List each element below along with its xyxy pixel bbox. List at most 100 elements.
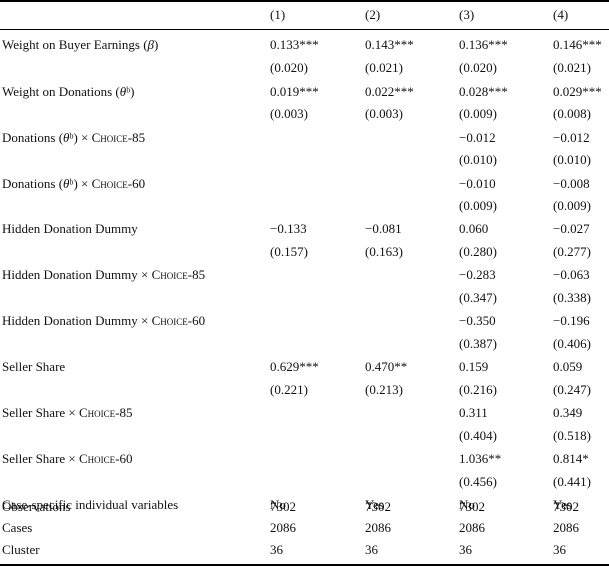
cell-col-4: −0.063	[553, 267, 590, 282]
cell-col-3: (0.020)	[459, 60, 497, 75]
cell-col-4: (0.247)	[553, 382, 591, 397]
cell-col-2: (0.021)	[365, 60, 403, 75]
cell-col-1: 0.133***	[270, 37, 319, 52]
cell-col-4: −0.027	[553, 221, 590, 236]
cell-col-3: 0.136***	[459, 37, 508, 52]
table-row: (0.221) (0.213) (0.216) (0.247)	[0, 382, 609, 404]
row-label: Observations	[2, 499, 71, 514]
row-label: Cluster	[2, 542, 40, 557]
cell-col-3: 7302	[459, 499, 485, 514]
cell-col-3: −0.010	[459, 176, 496, 191]
row-label: Hidden Donation Dummy × Choice-85	[2, 267, 206, 282]
row-label: Seller Share × Choice-60	[2, 451, 133, 466]
cell-col-4: (0.518)	[553, 428, 591, 443]
column-header-3: (3)	[459, 7, 475, 22]
bottom-rule	[0, 564, 609, 566]
cell-col-2: 0.470**	[365, 359, 408, 374]
table-row: Observations 7302 7302 7302 7302	[0, 499, 609, 521]
cell-col-3: 0.159	[459, 359, 489, 374]
cell-col-4: (0.338)	[553, 290, 591, 305]
cell-col-4: Yes	[553, 497, 572, 512]
cell-col-3: (0.387)	[459, 336, 497, 351]
cell-col-4: −0.008	[553, 176, 590, 191]
table-row: Seller Share × Choice-60 1.036** 0.814*	[0, 451, 609, 473]
cell-col-3: (0.347)	[459, 290, 497, 305]
cell-col-4: −0.196	[553, 313, 590, 328]
cell-col-1: 36	[270, 542, 283, 557]
cell-col-4: (0.441)	[553, 474, 591, 489]
table-row: Seller Share × Choice-85 0.311 0.349	[0, 405, 609, 427]
table-row: (0.003) (0.003) (0.009) (0.008)	[0, 106, 609, 128]
cell-col-4: (0.277)	[553, 244, 591, 259]
row-label: Seller Share × Choice-85	[2, 405, 133, 420]
cell-col-2: 0.022***	[365, 84, 414, 99]
cell-col-2: (0.003)	[365, 106, 403, 121]
cell-col-4: 0.029***	[553, 84, 602, 99]
cell-col-4: 2086	[553, 520, 579, 535]
cell-col-3: (0.280)	[459, 244, 497, 259]
header-rule	[0, 29, 609, 30]
column-header-2: (2)	[365, 7, 381, 22]
table-row: Cluster 36 36 36 36	[0, 542, 609, 564]
cell-col-2: (0.213)	[365, 382, 403, 397]
table-row: (0.020) (0.021) (0.020) (0.021)	[0, 60, 609, 82]
cell-col-3: (0.404)	[459, 428, 497, 443]
table-row: (0.010) (0.010)	[0, 152, 609, 174]
row-label: Donations (θᵇ) × Choice-60	[2, 176, 146, 191]
cell-col-3: −0.283	[459, 267, 496, 282]
table-row: (0.404) (0.518)	[0, 428, 609, 450]
cell-col-2: 36	[365, 542, 378, 557]
column-header-4: (4)	[553, 7, 569, 22]
cell-col-3: (0.009)	[459, 198, 497, 213]
table-row: Weight on Donations (θᵇ) 0.019*** 0.022***…	[0, 84, 609, 106]
cell-col-3: 36	[459, 542, 472, 557]
cell-col-3: (0.456)	[459, 474, 497, 489]
cell-col-3: No	[459, 497, 475, 512]
cell-col-3: 0.060	[459, 221, 489, 236]
table-row: Donations (θᵇ) × Choice-60 −0.010 −0.008	[0, 176, 609, 198]
row-label: Case-specific individual variables	[2, 497, 179, 512]
cell-col-1: (0.157)	[270, 244, 308, 259]
cell-col-4: (0.010)	[553, 152, 591, 167]
cell-col-3: 1.036**	[459, 451, 502, 466]
cell-col-1: No	[270, 497, 286, 512]
table-row: Hidden Donation Dummy × Choice-85 −0.283 −…	[0, 267, 609, 289]
cell-col-2: 2086	[365, 520, 391, 535]
table-row: (0.157) (0.163) (0.280) (0.277)	[0, 244, 609, 266]
cell-col-2: −0.081	[365, 221, 402, 236]
row-label: Donations (θᵇ) × Choice-85	[2, 130, 146, 145]
row-label: Hidden Donation Dummy	[2, 221, 138, 236]
cell-col-4: (0.406)	[553, 336, 591, 351]
cell-col-3: −0.350	[459, 313, 496, 328]
cell-col-4: (0.008)	[553, 106, 591, 121]
table-row: Cases 2086 2086 2086 2086	[0, 520, 609, 542]
cell-col-1: 0.019***	[270, 84, 319, 99]
table-row: (0.009) (0.009)	[0, 198, 609, 220]
cell-col-3: 0.311	[459, 405, 488, 420]
cell-col-1: (0.020)	[270, 60, 308, 75]
cell-col-1: −0.133	[270, 221, 307, 236]
cell-col-4: 0.146***	[553, 37, 602, 52]
cell-col-4: 7302	[553, 499, 579, 514]
row-label: Seller Share	[2, 359, 66, 374]
cell-col-1: 7302	[270, 499, 296, 514]
cell-col-4: 0.814*	[553, 451, 589, 466]
cell-col-4: (0.009)	[553, 198, 591, 213]
cell-col-3: (0.216)	[459, 382, 497, 397]
table-row: Weight on Buyer Earnings (β) 0.133*** 0.14…	[0, 37, 609, 59]
table-row: Donations (θᵇ) × Choice-85 −0.012 −0.012	[0, 130, 609, 152]
cell-col-3: −0.012	[459, 130, 496, 145]
cell-col-2: Yes	[365, 497, 384, 512]
cell-col-3: 0.028***	[459, 84, 508, 99]
cell-col-4: −0.012	[553, 130, 590, 145]
cell-col-2: (0.163)	[365, 244, 403, 259]
row-label: Weight on Donations (θᵇ)	[2, 84, 135, 99]
cell-col-4: 0.059	[553, 359, 583, 374]
top-rule	[0, 0, 609, 2]
cell-col-2: 0.143***	[365, 37, 414, 52]
cell-col-3: (0.010)	[459, 152, 497, 167]
table-row: Hidden Donation Dummy −0.133 −0.081 0.060 −0…	[0, 221, 609, 243]
cell-col-1: (0.003)	[270, 106, 308, 121]
cell-col-3: 2086	[459, 520, 485, 535]
cell-col-4: 0.349	[553, 405, 583, 420]
